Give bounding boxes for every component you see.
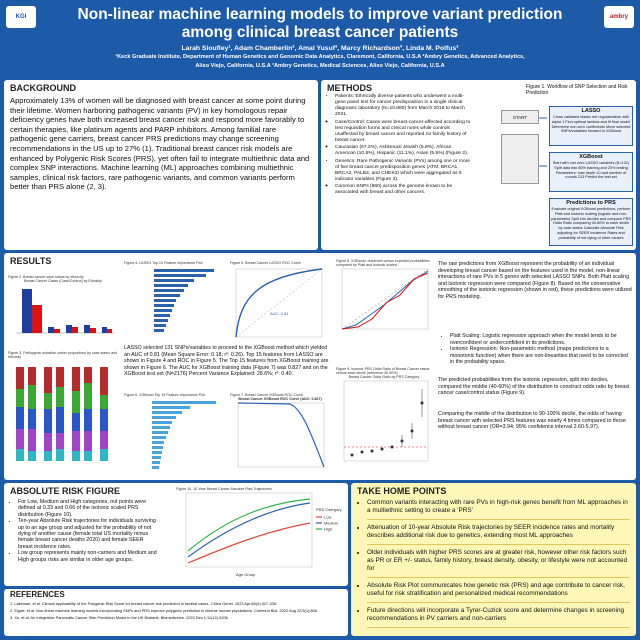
methods-list: Patients: Ethnically diverse patients wh… [321,94,479,196]
workflow-data-box [501,134,539,184]
figure-10-legend-title: PRS Category [316,507,342,512]
workflow-predictions-box: Predictions to PRS Evaluate original XGB… [549,198,633,246]
references-heading: REFERENCES [10,590,65,599]
reference-item: 1. Lakeman, et al. Clinical applicabilit… [10,601,278,606]
figure-8-calibration-plot [341,268,429,330]
affiliation-line-2: Aliso Viejo, California, U.S.A ³Ambry Ge… [195,63,445,69]
figure-10-risk-trajectories: Age Group PRS Category Low Medium High [185,492,342,577]
methods-patients: Patients: Ethnically diverse patients wh… [335,94,473,118]
figure-8: Figure 8. XGBoost, observed versus expec… [336,259,432,339]
calibration-results-text: The raw predictions from XGBoost represe… [438,261,632,300]
figure-7-title: Breast Cancer XGBoost ROC Curve (AUC: 0.… [238,397,322,401]
absolute-risk-item: For Low, Medium and High categories, out… [18,499,158,518]
absolute-risk-item: Ten-year Absolute Risk trajectories for … [18,518,158,550]
affiliation-line-1: ¹Keck Graduate Institute, Department of … [115,54,525,60]
take-home-item: Attenuation of 10-year Absolute Risk tra… [367,524,630,545]
odds-ratio-results-text: Comparing the middle of the distribution… [438,411,626,431]
reference-item: 2. Elgart, et al. Non-linear machine lea… [10,608,318,613]
absolute-risk-item: Low group represents mainly non-carriers… [18,550,158,563]
methods-heading: METHODS [327,83,372,93]
figure-3: Figure 3. Pathogenic mutation carrier pr… [8,351,120,476]
scaling-definitions: Platt Scaling: Logistic regression appro… [444,333,632,366]
figure-5-caption: Figure 5. Breast Cancer LASSO ROC Curve [230,261,301,265]
take-home-item: Future directions will incorporate a Tyr… [367,607,630,628]
author-list: Larah Sioufley¹, Adam Chamberlin², Amal … [181,45,459,52]
take-home-panel: TAKE HOME POINTS Common variants interac… [351,483,636,636]
figure-10-xlabel: Age Group [236,572,256,577]
results-panel: RESULTS Figure 2. Breast cancer case sta… [4,253,636,480]
take-home-item: Absolute Risk Plot communicates how gene… [367,582,630,603]
figure-9-odds-ratio-plot [343,380,429,462]
lasso-box-text: Cross validated elastic net regularizati… [551,115,631,134]
legend-medium: Medium [324,521,339,526]
absolute-risk-list: For Low, Medium and High categories, out… [4,497,164,565]
figure-6-caption: Figure 6. XGBoost Top 15 Feature Importa… [124,393,205,397]
methods-ancestry: Caucasian (67.2%), Ashkenazi Jewish (5.8… [335,145,473,157]
figure-7-roc-curve [237,402,325,468]
workflow-caption: Figure 1. Workflow of SNP Selection and … [526,84,628,96]
figure-6: Figure 6. XGBoost Top 15 Feature Importa… [124,393,224,477]
legend-high: High [324,527,332,532]
figure-7: Figure 7. Breast Cancer XGBoost ROC Curv… [230,393,330,477]
workflow-arrows [539,117,547,167]
predictions-box-text: Evaluate original XGBoost predictions, p… [551,207,631,240]
take-home-list: Common variants interacting with rare PV… [351,497,636,634]
figure-7-caption: Figure 7. Breast Cancer XGBoost ROC Curv… [230,393,304,397]
absolute-risk-panel: ABSOLUTE RISK FIGURE For Low, Medium and… [4,483,348,586]
background-text: Approximately 13% of women will be diagn… [10,96,310,192]
figure-4: Figure 4. LASSO Top 15 Feature Importanc… [124,261,220,343]
figure-6-feature-bars [152,401,216,469]
figure-2-title: Breast Cancer Cases (Case/Control) by Et… [24,279,102,283]
methods-snps: Common SNPs (860) across the genome know… [335,184,473,196]
figure-9-title: Breast Cancer Odds Ratio by PRS Category [348,375,420,379]
poster-header: KGI ambry Non-linear machine learning mo… [0,0,640,78]
lasso-results-text: LASSO selected 131 SNPs/variables to pro… [124,345,329,378]
figure-9-caption: Figure 9. Isotonic PRS Odds Ratio of Bre… [336,367,430,375]
lasso-box-title: LASSO [581,108,601,114]
methods-panel: METHODS Patients: Ethnically diverse pat… [321,80,636,250]
predictions-box-title: Predictions to PRS [566,200,616,206]
figure-3-stacked-bars [16,367,108,461]
ambry-logo: ambry [604,6,634,28]
reference-item: 3. Xu, et al. An Integrative Pancreatic … [10,615,229,620]
figure-9: Figure 9. Isotonic PRS Odds Ratio of Bre… [336,367,432,477]
kgi-logo: KGI [6,6,36,28]
figure-4-caption: Figure 4. LASSO Top 15 Feature Importanc… [124,261,203,265]
figure-2: Figure 2. Breast cancer case status by e… [8,275,118,343]
poster-title: Non-linear machine learning models to im… [77,6,563,41]
workflow-xgboost-box: XGBoost Start with non zero LASSO variab… [549,152,633,192]
xgboost-box-title: XGBoost [579,154,603,160]
figure-8-caption: Figure 8. XGBoost, observed versus expec… [336,259,430,267]
figure-5-auc-label: AUC: 0.81 [270,311,289,316]
isotonic-regression-definition: Isotonic Regression: Non-parametric meth… [450,346,632,366]
background-heading: BACKGROUND [10,83,76,93]
absolute-risk-heading: ABSOLUTE RISK FIGURE [10,486,121,496]
background-panel: BACKGROUND Approximately 13% of women wi… [4,80,318,250]
platt-scaling-definition: Platt Scaling: Logistic regression appro… [450,333,632,346]
decile-results-text: The predicted probabilities from the iso… [438,377,630,397]
methods-genetics: Genetics: Rare Pathogenic Variants (PVs)… [335,159,473,183]
methods-case-control: Case/Control: Cases were breast-cancer-a… [335,120,473,144]
workflow-start-box: START [501,110,539,124]
figure-2-bar-chart [16,289,114,334]
take-home-item: Older individuals with higher PRS scores… [367,549,630,578]
figure-4-feature-bars [154,269,214,332]
figure-5: Figure 5. Breast Cancer LASSO ROC Curve … [230,261,326,343]
take-home-item: Common variants interacting with rare PV… [367,499,630,520]
workflow-lasso-box: LASSO Cross validated elastic net regula… [549,106,633,146]
figure-10: Figure 10. 10-Year Breast Cancer Absolut… [176,487,344,583]
xgboost-box-text: Start with non zero LASSO variables (N=1… [552,161,630,180]
legend-low: Low [324,515,331,520]
figure-5-roc-curve: AUC: 0.81 [235,268,323,338]
figure-3-caption: Figure 3. Pathogenic mutation carrier pr… [8,351,118,359]
figure-10-caption: Figure 10. 10-Year Breast Cancer Absolut… [176,487,272,491]
take-home-heading: TAKE HOME POINTS [357,486,447,496]
references-panel: REFERENCES 1. Lakeman, et al. Clinical a… [4,589,348,636]
results-heading: RESULTS [10,256,52,266]
figure-2-caption: Figure 2. Breast cancer case status by e… [8,275,84,279]
